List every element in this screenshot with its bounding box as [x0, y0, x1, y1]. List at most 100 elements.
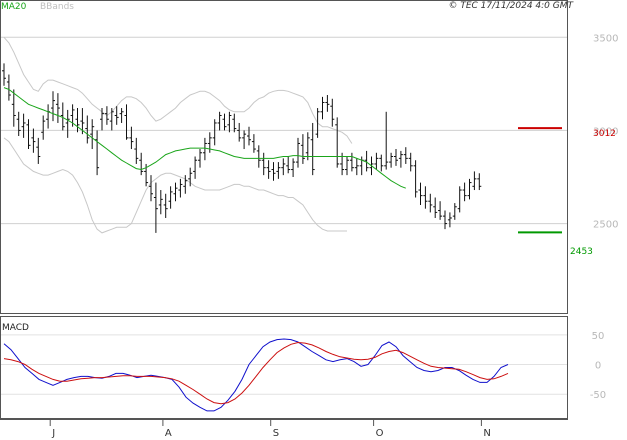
month-label: A — [165, 428, 172, 439]
signal-line — [3, 341, 509, 405]
ohlc-bar — [354, 158, 359, 176]
ohlc-bar — [266, 160, 271, 179]
ohlc-bar — [6, 74, 11, 101]
ohlc-bar — [418, 182, 423, 205]
ohlc-bar — [389, 152, 394, 168]
ohlc-bar — [300, 134, 305, 164]
ohlc-bar — [90, 119, 95, 150]
ohlc-bar — [114, 106, 119, 125]
ohlc-bar — [227, 111, 232, 133]
ohlc-bar — [202, 137, 207, 161]
ohlc-bar — [364, 150, 369, 172]
ohlc-bar — [286, 156, 291, 174]
ohlc-bar — [26, 119, 31, 150]
ohlc-bar — [60, 102, 65, 131]
ohlc-bar — [398, 150, 403, 168]
ma20-line — [3, 87, 406, 189]
price-grid: 2500 3000 3500 — [1, 33, 618, 231]
support-label: 2453 — [570, 247, 593, 257]
ma20-legend: MA20 — [1, 2, 27, 12]
ohlc-bar — [374, 152, 379, 170]
ohlc-bar — [325, 95, 330, 112]
bbands-legend: BBands — [40, 2, 74, 12]
ohlc-bar — [51, 91, 55, 122]
ohlc-bar — [153, 182, 158, 233]
ohlc-bar — [217, 111, 222, 131]
ohlc-bar — [139, 152, 144, 176]
ohlc-bar — [104, 106, 109, 125]
ohlc-bar — [55, 93, 60, 123]
ohlc-bar — [173, 182, 178, 202]
macd-line — [3, 338, 509, 412]
bollinger-bands — [3, 36, 353, 234]
ohlc-bar — [467, 178, 472, 200]
copyright-text: © TEC 17/11/2024 4:0 GMT — [448, 1, 574, 11]
ohlc-bar — [452, 203, 457, 220]
ohlc-bar — [291, 158, 296, 177]
ohlc-bar — [124, 104, 129, 140]
ohlc-bar — [65, 109, 70, 138]
ohlc-bar — [11, 89, 16, 127]
macd-tick-label: 50 — [592, 331, 605, 342]
ohlc-bar — [256, 145, 261, 168]
month-label: J — [51, 428, 55, 439]
ohlc-bar — [276, 162, 281, 179]
ohlc-bar — [413, 160, 418, 198]
ohlc-bar — [251, 134, 256, 153]
ohlc-bar — [41, 115, 46, 140]
month-label: O — [376, 428, 384, 439]
moving-average — [3, 87, 406, 189]
ohlc-bar — [330, 98, 335, 127]
price-tick-label: 2500 — [593, 220, 618, 231]
support-resistance — [518, 127, 562, 234]
ohlc-bar — [345, 156, 349, 176]
ohlc-bar — [433, 197, 438, 218]
ohlc-bar — [85, 115, 90, 144]
ohlc-bar — [31, 128, 36, 153]
ohlc-bar — [443, 210, 447, 230]
ohlc-bar — [188, 167, 193, 187]
month-label: N — [483, 428, 490, 439]
ohlc-bar — [384, 111, 389, 170]
ohlc-bar — [242, 130, 247, 150]
ohlc-bar — [335, 117, 340, 168]
ohlc-bar — [477, 173, 482, 191]
ohlc-bar — [183, 175, 188, 194]
ohlc-bar — [134, 137, 139, 164]
macd-title: MACD — [2, 323, 29, 333]
ohlc-bar — [21, 113, 26, 138]
ohlc-bar — [129, 126, 134, 150]
ohlc-bar — [232, 113, 237, 133]
ohlc-bar — [315, 108, 320, 138]
macd-tick-label: 0 — [595, 361, 601, 372]
ohlc-bar — [462, 182, 467, 202]
ohlc-bar — [237, 122, 242, 142]
ohlc-bar — [320, 96, 325, 120]
ohlc-bar — [149, 175, 153, 202]
ohlc-bar — [119, 108, 124, 123]
ohlc-bar — [36, 137, 41, 164]
price-bars — [2, 63, 482, 233]
ohlc-bar — [158, 190, 163, 215]
ohlc-bar — [349, 152, 354, 172]
macd-panel-frame — [0, 316, 568, 419]
ohlc-bar — [16, 111, 21, 137]
ohlc-bar — [394, 149, 398, 166]
ohlc-bar — [212, 119, 217, 146]
ohlc-bar — [281, 158, 286, 176]
ohlc-bar — [310, 122, 315, 176]
ohlc-bar — [379, 154, 384, 172]
ohlc-bar — [2, 63, 6, 86]
ohlc-bar — [193, 156, 198, 179]
macd-lines — [3, 338, 509, 412]
ohlc-bar — [168, 186, 173, 209]
ohlc-bar — [261, 152, 266, 176]
ohlc-bar — [457, 186, 462, 213]
ohlc-bar — [447, 212, 452, 228]
price-tick-label: 3000 — [593, 126, 618, 137]
ohlc-bar — [408, 152, 413, 172]
ohlc-bar — [271, 162, 276, 181]
price-tick-label: 3500 — [593, 33, 618, 44]
